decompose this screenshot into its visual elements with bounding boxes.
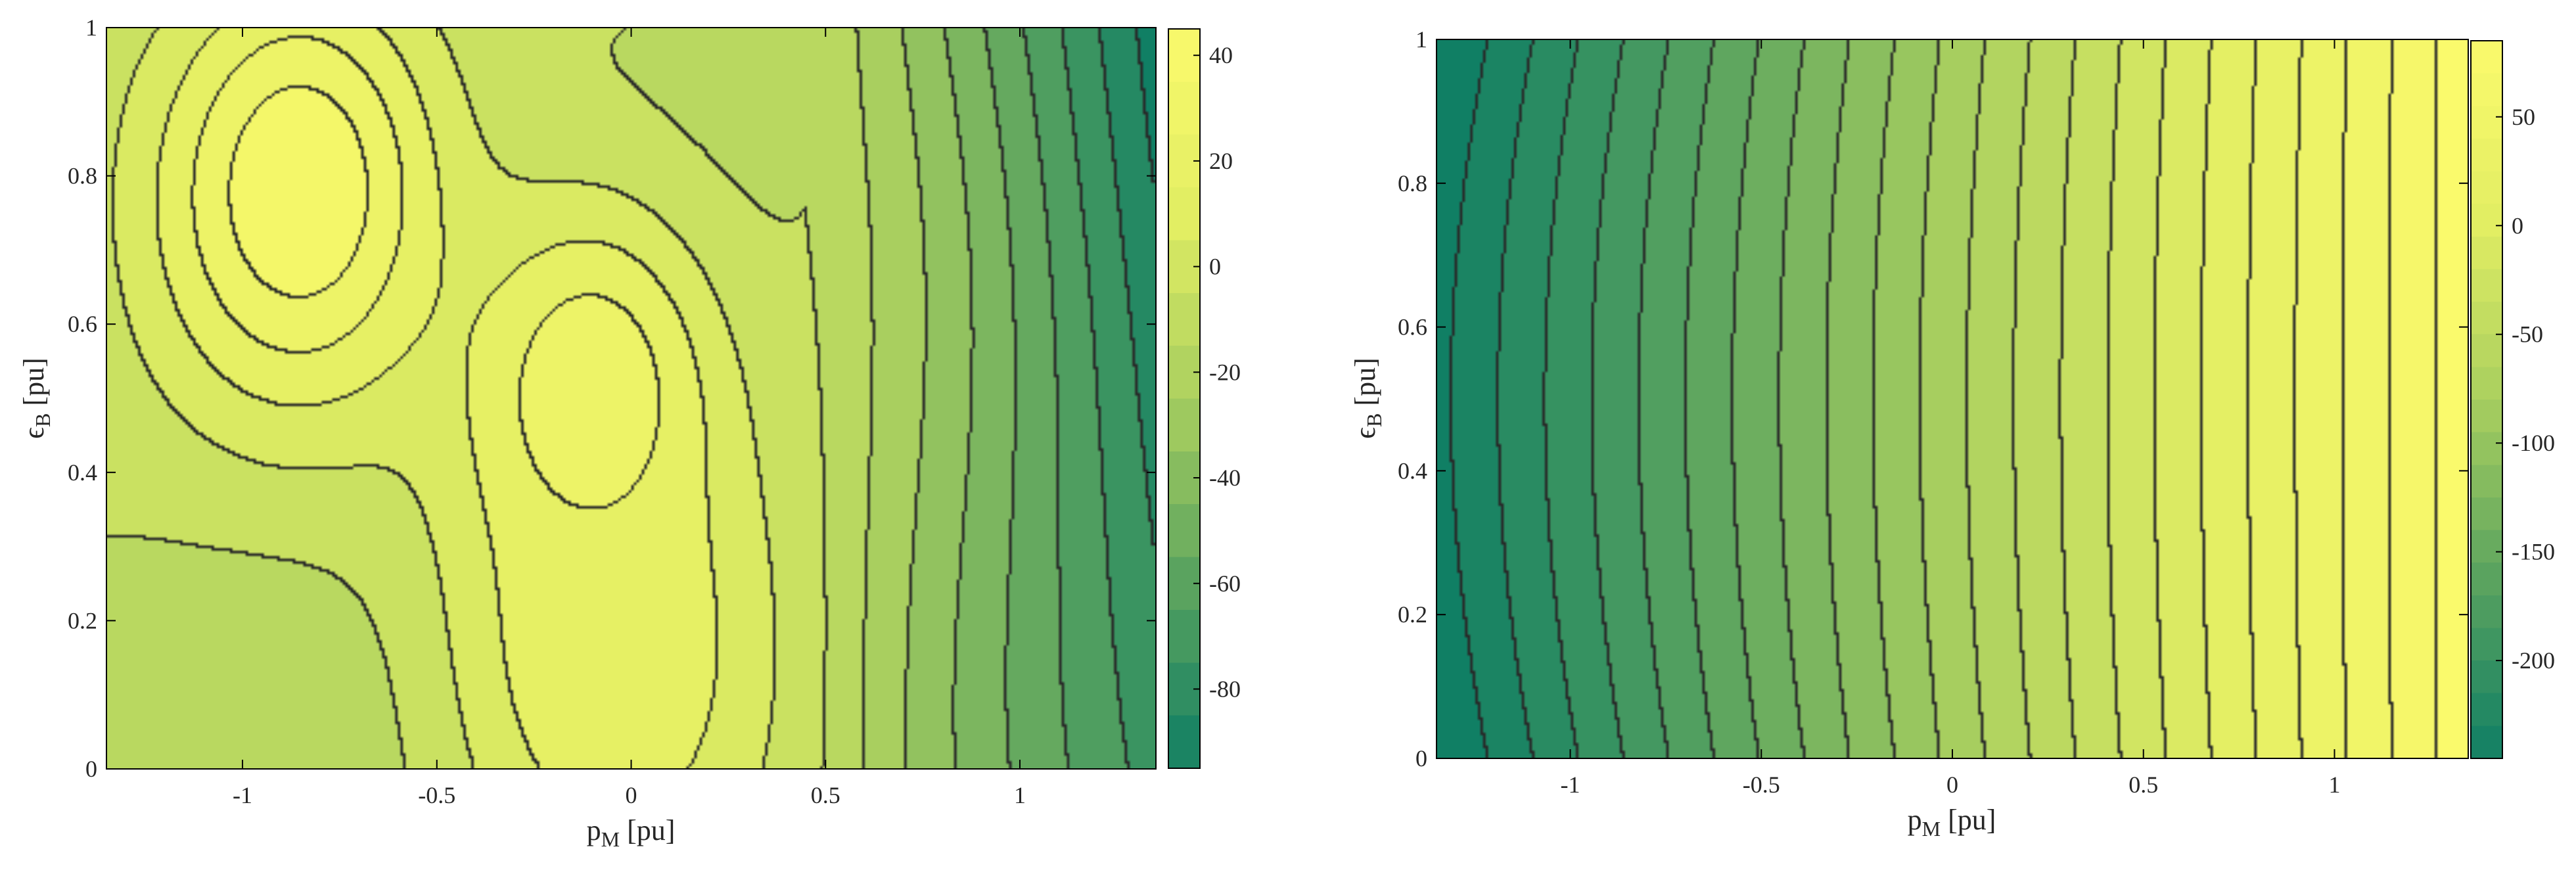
y-tick-label: 1	[1415, 26, 1427, 53]
right-colorbar	[2470, 40, 2503, 759]
colorbar-tick-label: 0	[2512, 212, 2523, 239]
x-tick-label: 0.5	[2128, 772, 2158, 798]
left-colorbar-ticks: 40 20 0 -20 -40 -60 -80	[1193, 42, 1241, 702]
x-tick-label: -1	[1561, 772, 1580, 798]
colorbar-tick-label: 20	[1209, 148, 1233, 174]
x-tick-label: -0.5	[418, 782, 455, 808]
y-tick-label: 0.8	[68, 163, 97, 189]
colorbar-tick-label: 50	[2512, 104, 2535, 130]
x-tick-label: 1	[1014, 782, 1026, 808]
y-tick-label: 0.6	[1398, 314, 1427, 340]
y-tick-label: 0.8	[1398, 170, 1427, 196]
left-x-ticks: -1 -0.5 0 0.5 1	[233, 28, 1026, 808]
y-tick-label: 0.4	[1398, 457, 1427, 484]
y-tick-label: 0.2	[68, 607, 97, 634]
x-tick-label: -1	[233, 782, 252, 808]
colorbar-tick-label: -100	[2512, 430, 2555, 456]
colorbar-tick-label: -80	[1209, 676, 1241, 702]
x-tick-label: 0	[1946, 772, 1958, 798]
colorbar-tick-label: -150	[2512, 539, 2555, 565]
right-y-axis-label: ϵB [pu]	[1349, 358, 1386, 438]
right-contour-plot: -1 -0.5 0 0.5 1 0 0.2 0.4 0.6 0.8 1 pM [pu] ϵB [p…	[1349, 26, 2555, 841]
right-x-ticks: -1 -0.5 0 0.5 1	[1561, 39, 2340, 798]
colorbar-tick-label: -20	[1209, 359, 1241, 385]
y-tick-label: 0.4	[68, 459, 97, 486]
y-tick-label: 0.6	[68, 311, 97, 337]
left-contour-field	[106, 28, 1156, 769]
right-contour-field	[1437, 39, 2468, 758]
left-contour-plot: -1 -0.5 0 0.5 1 0 0.2 0.4 0.6 0.8 1 pM [pu] ϵB [p…	[18, 14, 1241, 851]
colorbar-tick-label: -40	[1209, 465, 1241, 491]
left-y-ticks: 0 0.2 0.4 0.6 0.8 1	[68, 14, 1156, 782]
y-tick-label: 0	[85, 756, 97, 782]
right-colorbar-ticks: 50 0 -50 -100 -150 -200	[2496, 104, 2555, 674]
x-tick-label: 0	[626, 782, 637, 808]
colorbar-tick-label: 0	[1209, 254, 1221, 280]
left-x-axis-label: pM [pu]	[587, 814, 676, 851]
y-tick-label: 0	[1415, 745, 1427, 772]
colorbar-tick-label: -60	[1209, 570, 1241, 597]
left-y-axis-label: ϵB [pu]	[18, 358, 55, 438]
colorbar-tick-label: 40	[1209, 42, 1233, 68]
x-tick-label: 1	[2328, 772, 2340, 798]
right-x-axis-label: pM [pu]	[1908, 804, 1996, 841]
x-tick-label: -0.5	[1743, 772, 1780, 798]
x-tick-label: 0.5	[811, 782, 840, 808]
y-tick-label: 1	[85, 14, 97, 41]
right-y-ticks: 0 0.2 0.4 0.6 0.8 1	[1398, 26, 2468, 772]
colorbar-tick-label: -200	[2512, 647, 2555, 674]
y-tick-label: 0.2	[1398, 601, 1427, 628]
colorbar-tick-label: -50	[2512, 321, 2543, 348]
left-colorbar	[1168, 28, 1201, 769]
